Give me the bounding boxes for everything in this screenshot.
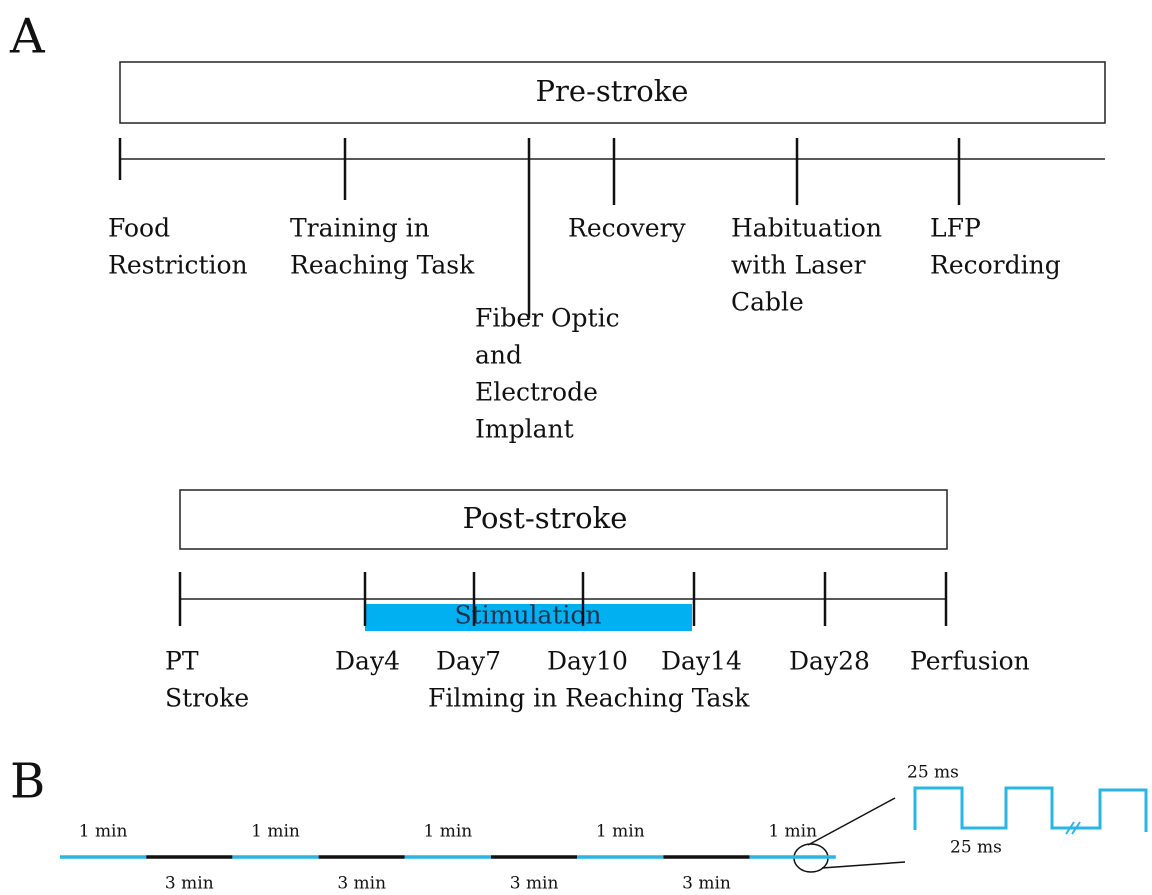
event-label: Electrode <box>475 378 598 407</box>
stimulation-bar <box>365 604 692 631</box>
on-duration: 1 min <box>79 822 128 842</box>
event-label: Food <box>108 214 170 243</box>
event-label: Stroke <box>165 684 249 713</box>
post-stroke-box <box>179 489 948 550</box>
event-label: and <box>475 341 522 370</box>
event-label: Day10 <box>547 647 628 676</box>
event-label: Training in <box>290 214 430 243</box>
off-duration: 3 min <box>165 874 214 894</box>
pre-stroke-box <box>119 61 1106 124</box>
event-label: Day4 <box>335 647 400 676</box>
on-duration: 1 min <box>251 822 300 842</box>
event-label: with Laser <box>731 251 866 280</box>
on-duration: 1 min <box>424 822 473 842</box>
on-duration: 1 min <box>596 822 645 842</box>
event-label: Reaching Task <box>290 251 475 280</box>
panel-label: A <box>9 9 46 65</box>
pulse-on-label: 25 ms <box>907 763 959 783</box>
event-label: Cable <box>731 288 804 317</box>
pulse-train <box>913 786 1148 832</box>
break-mark <box>1071 821 1081 835</box>
event-label: Perfusion <box>910 647 1030 676</box>
filming-label: Filming in Reaching Task <box>428 684 750 713</box>
event-label: PT <box>165 647 199 676</box>
pulse-off-label: 25 ms <box>950 838 1002 858</box>
stimulation-label: Stimulation <box>454 601 601 630</box>
off-duration: 3 min <box>510 874 559 894</box>
zoom-line <box>807 797 896 846</box>
break-mark <box>1065 821 1075 835</box>
event-label: Implant <box>475 415 574 444</box>
off-duration: 3 min <box>682 874 731 894</box>
event-label: Recording <box>930 251 1061 280</box>
panel-label: B <box>10 754 45 810</box>
pre-stroke-title: Pre-stroke <box>536 74 689 108</box>
post-stroke-title: Post-stroke <box>463 501 628 535</box>
zoom-line <box>821 861 906 869</box>
event-label: Fiber Optic <box>475 304 620 333</box>
event-label: Restriction <box>108 251 248 280</box>
event-label: LFP <box>930 214 981 243</box>
event-label: Recovery <box>568 214 687 243</box>
event-label: Day14 <box>661 647 742 676</box>
event-label: Habituation <box>731 214 882 243</box>
event-label: Day28 <box>789 647 870 676</box>
off-duration: 3 min <box>337 874 386 894</box>
event-label: Day7 <box>436 647 501 676</box>
on-duration: 1 min <box>768 822 817 842</box>
